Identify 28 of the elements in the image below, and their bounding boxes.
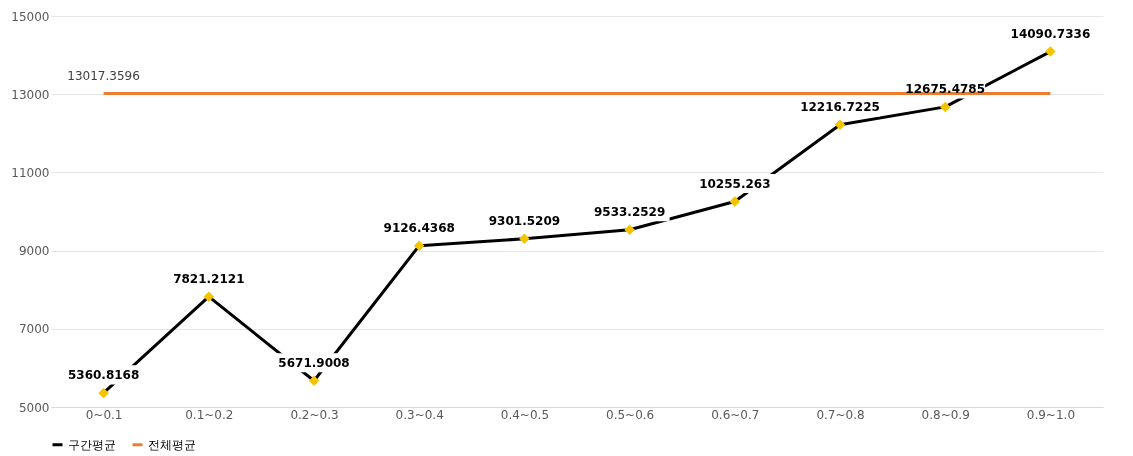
x-tick-label: 0.7~0.8 [816, 407, 865, 422]
data-label: 12216.7225 [800, 99, 880, 114]
data-label: 5671.9008 [278, 355, 350, 370]
x-tick-label: 0~0.1 [85, 407, 123, 422]
x-tick-label: 0.5~0.6 [605, 407, 655, 422]
data-label: 9533.2529 [593, 204, 666, 219]
legend-label: 구간평균 [68, 437, 116, 452]
x-tick-label: 0.8~0.9 [921, 407, 970, 422]
data-label: 13017.3596 [67, 68, 140, 83]
data-label: 5360.8168 [67, 367, 140, 382]
y-tick-label: 5000 [18, 400, 50, 415]
x-tick-label: 0.4~0.5 [500, 407, 550, 422]
x-tick-label: 0.2~0.3 [290, 407, 339, 422]
data-label: 10255.263 [699, 176, 771, 191]
data-label: 7821.2121 [173, 271, 245, 286]
y-tick-label: 15000 [11, 9, 50, 24]
x-tick-label: 0.3~0.4 [395, 407, 444, 422]
data-label: 9301.5209 [488, 213, 561, 228]
data-label: 9126.4368 [383, 220, 455, 235]
y-tick-label: 11000 [11, 165, 50, 180]
x-tick-label: 0.9~1.0 [1026, 407, 1076, 422]
y-tick-label: 13000 [11, 87, 50, 102]
x-tick-label: 0.1~0.2 [185, 407, 234, 422]
x-tick-label: 0.6~0.7 [711, 407, 760, 422]
data-label: 14090.7336 [1010, 26, 1091, 41]
y-tick-label: 7000 [18, 322, 50, 337]
y-tick-label: 9000 [18, 244, 50, 259]
legend-label: 전체평균 [148, 437, 196, 452]
